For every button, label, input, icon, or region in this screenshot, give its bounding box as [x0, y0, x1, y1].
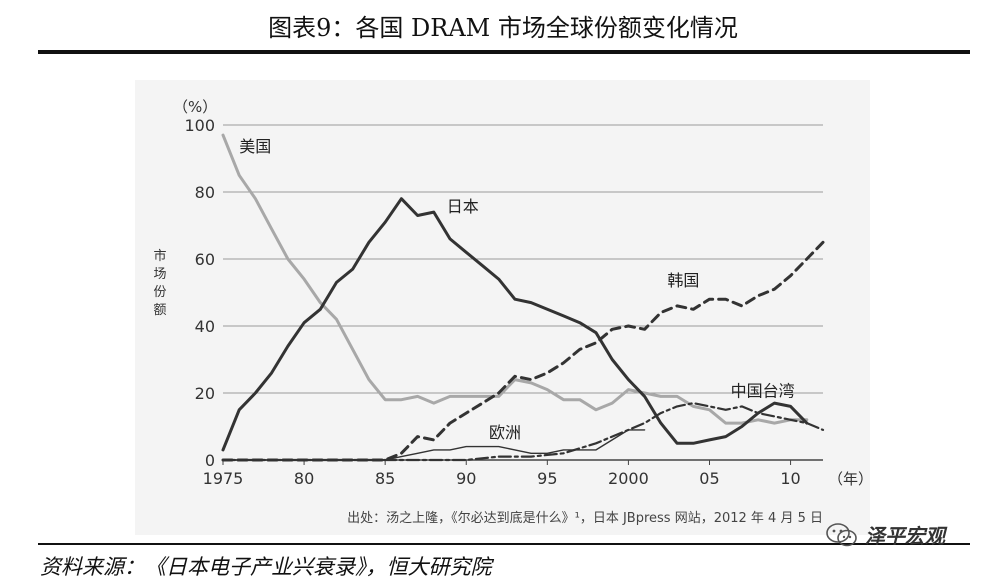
y-tick-label: 20 — [195, 384, 215, 403]
dram-share-chart: 0 20 40 60 80 100 1975 80 85 90 95 2000 05 10 （%） （年） 市场… — [153, 98, 870, 526]
x-tick-label: 80 — [294, 469, 314, 488]
y-tick-label: 40 — [195, 317, 215, 336]
x-tick-label: 2000 — [608, 469, 649, 488]
chart-note: 出处：汤之上隆，《尔必达到底是什么》¹，日本 JBpress 网站，2012 年… — [347, 510, 823, 526]
series-line-日本 — [221, 197, 809, 452]
series-label: 中国台湾 — [731, 381, 795, 400]
x-unit-label: （年） — [828, 470, 870, 488]
y-unit-label: （%） — [173, 98, 217, 116]
series-label: 欧洲 — [489, 423, 521, 442]
watermark-text: 泽平宏观 — [865, 524, 945, 548]
series-label: 韩国 — [667, 271, 699, 290]
y-tick-label: 60 — [195, 250, 215, 269]
x-tick-label: 85 — [375, 469, 395, 488]
x-tick-label: 10 — [780, 469, 800, 488]
series-line-中国台湾 — [221, 402, 825, 462]
series-label: 美国 — [239, 137, 271, 156]
watermark: 泽平宏观 — [825, 520, 945, 549]
series-line-美国 — [221, 133, 809, 425]
y-tick-label: 0 — [205, 451, 215, 470]
page-title: 图表9：各国 DRAM 市场全球份额变化情况 — [268, 14, 738, 42]
x-tick-label: 95 — [537, 469, 557, 488]
y-tick-label: 80 — [195, 183, 215, 202]
chart-figure: 0 20 40 60 80 100 1975 80 85 90 95 2000 05 10 （%） （年） 市场… — [135, 80, 870, 535]
y-axis-label: 市场份额 — [153, 248, 166, 318]
series-line-韩国 — [221, 240, 825, 462]
series-label: 日本 — [447, 197, 479, 216]
title-divider — [38, 50, 970, 54]
source-note: 资料来源：《日本电子产业兴衰录》，恒大研究院 — [40, 555, 492, 579]
y-tick-label: 100 — [184, 116, 215, 135]
source-divider — [38, 543, 970, 545]
x-tick-label: 1975 — [203, 469, 244, 488]
wechat-icon — [826, 522, 857, 546]
x-tick-label: 05 — [699, 469, 719, 488]
x-tick-label: 90 — [456, 469, 476, 488]
series-line-欧洲 — [222, 429, 646, 461]
